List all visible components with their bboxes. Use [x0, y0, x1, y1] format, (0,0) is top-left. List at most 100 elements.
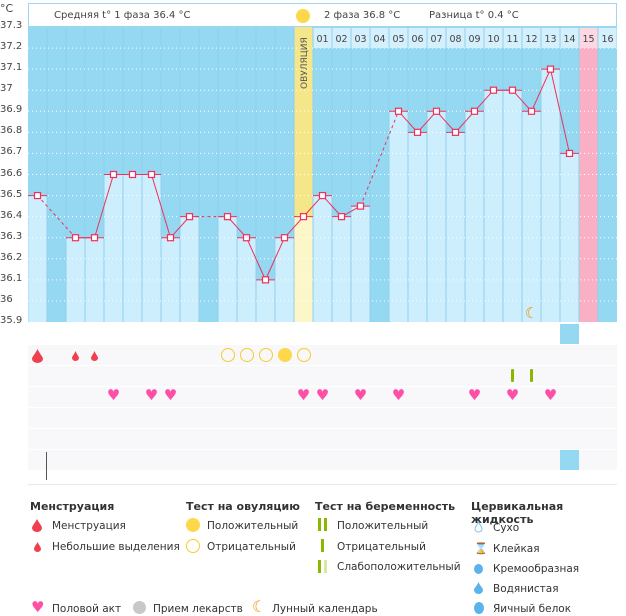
day-label[interactable]	[370, 324, 389, 344]
moon-icon: ☾	[252, 597, 267, 616]
drop-icon	[72, 351, 79, 361]
calendar-date[interactable]	[560, 450, 579, 470]
calendar-date[interactable]	[180, 450, 199, 470]
phase2-day-cell	[541, 28, 560, 48]
calendar-date[interactable]	[199, 450, 218, 470]
heart-icon: ♥	[31, 598, 45, 616]
calendar-date[interactable]	[47, 450, 66, 470]
calendar-date[interactable]	[522, 450, 541, 470]
day-label[interactable]	[389, 324, 408, 344]
day-label[interactable]	[199, 324, 218, 344]
calendar-date[interactable]	[142, 450, 161, 470]
calendar-date[interactable]	[218, 450, 237, 470]
day-label[interactable]	[66, 324, 85, 344]
temperature-point	[394, 107, 403, 115]
day-label[interactable]	[522, 324, 541, 344]
temperature-point	[147, 170, 156, 179]
calendar-date[interactable]	[332, 450, 351, 470]
heart-icon: ♥	[296, 386, 311, 404]
temperature-line	[94, 174, 114, 238]
temperature-bar	[313, 195, 332, 322]
day-label[interactable]	[47, 324, 66, 344]
temperature-point	[356, 202, 365, 210]
day-label[interactable]	[408, 324, 427, 344]
temperature-point	[242, 234, 251, 242]
legend-title-cervical: Цервикальная жидкость	[471, 500, 564, 526]
day-label[interactable]	[256, 324, 275, 344]
day-label[interactable]	[237, 324, 256, 344]
day-label[interactable]	[313, 324, 332, 344]
legend-item: Отрицательный	[337, 541, 426, 553]
calendar-date[interactable]	[370, 450, 389, 470]
heart-icon: ♥	[315, 386, 330, 404]
day-label[interactable]	[427, 324, 446, 344]
calendar-date[interactable]	[313, 450, 332, 470]
calendar-date[interactable]	[427, 450, 446, 470]
legend-item: Прием лекарств	[153, 603, 243, 615]
y-tick-label: 37.2	[0, 41, 23, 53]
negative-ovulation-test-icon	[297, 348, 311, 362]
day-label[interactable]	[541, 324, 560, 344]
calendar-date[interactable]	[446, 450, 465, 470]
day-label[interactable]	[446, 324, 465, 344]
divider	[28, 484, 617, 485]
day-label[interactable]	[332, 324, 351, 344]
calendar-date[interactable]	[161, 450, 180, 470]
temperature-line	[360, 111, 399, 207]
calendar-date[interactable]	[123, 450, 142, 470]
phase2-day-cell	[579, 28, 598, 48]
calendar-date[interactable]	[351, 450, 370, 470]
calendar-date[interactable]	[85, 450, 104, 470]
phase2-day-label: 13	[544, 34, 556, 45]
day-label[interactable]	[503, 324, 522, 344]
temperature-bar	[389, 111, 408, 323]
day-label[interactable]	[28, 324, 47, 344]
calendar-date[interactable]	[104, 450, 123, 470]
day-label[interactable]	[579, 324, 598, 344]
calendar-date[interactable]	[237, 450, 256, 470]
legend-item: Кремообразная	[493, 563, 580, 575]
y-tick-label: 36.5	[0, 188, 23, 200]
drop-icon	[32, 519, 42, 532]
calendar-date[interactable]	[28, 450, 47, 470]
day-label[interactable]	[560, 324, 579, 344]
temperature-point	[432, 107, 441, 115]
calendar-date[interactable]	[541, 450, 560, 470]
day-label[interactable]	[123, 324, 142, 344]
calendar-date[interactable]	[256, 450, 275, 470]
calendar-date[interactable]	[465, 450, 484, 470]
day-label[interactable]	[85, 324, 104, 344]
calendar-date[interactable]	[389, 450, 408, 470]
calendar-date[interactable]	[294, 450, 313, 470]
temperature-bar	[351, 206, 370, 322]
day-label[interactable]	[180, 324, 199, 344]
phase2-day-label: 02	[335, 34, 347, 45]
day-label[interactable]	[598, 324, 617, 344]
legend-item: Сухо	[493, 522, 520, 534]
day-label[interactable]	[142, 324, 161, 344]
phase2-day-cell	[351, 28, 370, 48]
calendar-date[interactable]	[275, 450, 294, 470]
day-label[interactable]	[161, 324, 180, 344]
day-label[interactable]	[275, 324, 294, 344]
day-label[interactable]	[104, 324, 123, 344]
calendar-date[interactable]	[598, 450, 617, 470]
phase2-day-label: 16	[601, 34, 613, 45]
calendar-date[interactable]	[484, 450, 503, 470]
temperature-point	[565, 149, 574, 158]
temperature-bar	[465, 111, 484, 323]
dry-drop-icon	[474, 521, 483, 533]
phase2-day-label: 15	[582, 34, 594, 45]
day-label[interactable]	[484, 324, 503, 344]
calendar-date[interactable]	[408, 450, 427, 470]
calendar-date[interactable]	[66, 450, 85, 470]
day-label[interactable]	[351, 324, 370, 344]
day-label[interactable]	[294, 324, 313, 344]
day-label[interactable]	[218, 324, 237, 344]
phase2-day-label: 03	[354, 34, 366, 45]
day-label[interactable]	[465, 324, 484, 344]
phase2-day-label: 11	[506, 34, 518, 45]
temperature-point	[451, 128, 460, 136]
calendar-date[interactable]	[579, 450, 598, 470]
calendar-date[interactable]	[503, 450, 522, 470]
